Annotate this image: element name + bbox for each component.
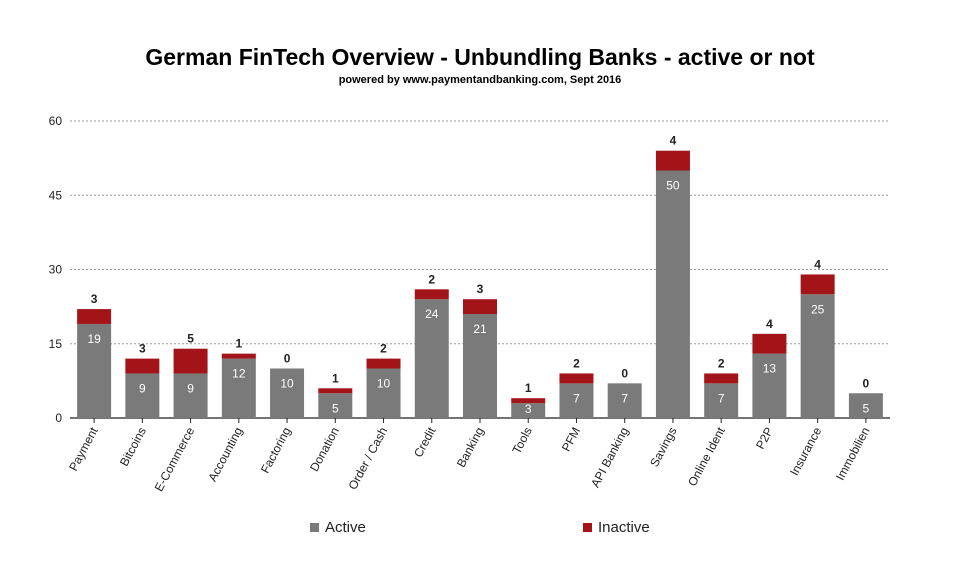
x-tick-label: Order / Cash [346, 425, 391, 492]
data-label-inactive: 1 [332, 371, 339, 385]
data-label-active: 3 [525, 402, 532, 416]
bar-inactive [655, 150, 690, 171]
data-label-inactive: 2 [428, 272, 435, 286]
x-tick-label: Credit [411, 424, 439, 459]
bar-active [511, 403, 546, 418]
x-tick-label: Factoring [258, 425, 294, 476]
bar-inactive [318, 388, 353, 394]
data-label-active: 21 [473, 322, 487, 336]
x-tick-label: E-Commerce [152, 425, 198, 494]
data-label-active: 50 [666, 179, 680, 193]
bar-active [848, 393, 883, 418]
data-label-active: 10 [280, 377, 294, 391]
x-tick-label: Online Ident [685, 424, 728, 488]
data-label-inactive: 4 [670, 134, 677, 148]
bar-active [800, 294, 835, 418]
y-tick-label: 45 [49, 188, 63, 202]
bar-inactive [559, 373, 594, 384]
bar-active [221, 358, 256, 418]
bar-inactive [77, 309, 112, 324]
x-tick-label: Payment [66, 424, 101, 473]
legend-label-inactive: Inactive [598, 519, 650, 536]
data-label-inactive: 5 [187, 332, 194, 346]
x-tick-label: Banking [454, 425, 487, 470]
data-label-active: 7 [718, 391, 725, 405]
data-label-active: 5 [863, 401, 870, 415]
chart-title: German FinTech Overview - Unbundling Ban… [145, 44, 815, 70]
data-label-inactive: 3 [91, 292, 98, 306]
x-tick-label: Tools [509, 425, 535, 456]
data-label-inactive: 1 [525, 381, 532, 395]
bar-inactive [366, 358, 401, 369]
bar-active [414, 299, 449, 418]
data-label-inactive: 4 [814, 257, 821, 271]
data-label-active: 9 [187, 381, 194, 395]
data-label-inactive: 0 [863, 376, 870, 390]
data-label-inactive: 3 [139, 342, 146, 356]
data-label-inactive: 0 [284, 352, 291, 366]
x-tick-label: Savings [647, 425, 679, 469]
bar-inactive [704, 373, 739, 384]
data-label-active: 7 [621, 391, 628, 405]
bar-active [704, 383, 739, 418]
data-label-active: 10 [377, 377, 391, 391]
data-label-active: 12 [232, 367, 246, 381]
x-tick-label: API Banking [588, 425, 631, 490]
data-label-inactive: 2 [573, 356, 580, 370]
legend-swatch-inactive [583, 523, 592, 532]
legend-swatch-active [310, 523, 319, 532]
data-label-active: 24 [425, 307, 439, 321]
x-tick-label: Insurance [787, 425, 824, 478]
legend-item-inactive: Inactive [583, 519, 650, 536]
data-label-inactive: 0 [621, 366, 628, 380]
bar-active [752, 353, 787, 418]
bar-inactive [511, 398, 546, 404]
bar-inactive [125, 358, 160, 374]
data-label-inactive: 3 [477, 282, 484, 296]
x-tick-label: Immobilien [833, 425, 873, 483]
bar-active [318, 393, 353, 418]
x-tick-label: Bitcoins [117, 425, 149, 469]
bar-inactive [173, 348, 208, 374]
data-label-active: 9 [139, 381, 146, 395]
x-tick-label: Donation [307, 425, 342, 474]
data-label-active: 13 [763, 362, 777, 376]
y-tick-label: 15 [49, 337, 63, 351]
bar-active [607, 383, 642, 418]
data-label-active: 5 [332, 401, 339, 415]
bar-active [655, 170, 690, 418]
data-label-active: 25 [811, 302, 825, 316]
bar-inactive [752, 333, 787, 354]
bar-active [125, 373, 160, 418]
y-tick-label: 0 [55, 411, 62, 425]
bar-active [366, 368, 401, 418]
bar-inactive [221, 353, 256, 359]
data-label-inactive: 2 [380, 342, 387, 356]
bar-active [77, 323, 112, 418]
bar-active [270, 368, 305, 418]
y-tick-label: 30 [49, 263, 63, 277]
data-label-active: 7 [573, 391, 580, 405]
bar-active [173, 373, 208, 418]
bar-active [463, 314, 497, 418]
legend-item-active: Active [310, 519, 366, 536]
data-label-inactive: 2 [718, 356, 725, 370]
bar-inactive [800, 274, 835, 295]
data-label-inactive: 1 [235, 337, 242, 351]
y-tick-label: 60 [49, 114, 63, 128]
data-label-active: 19 [87, 332, 101, 346]
bar-inactive [463, 299, 497, 315]
chart-subtitle: powered by www.paymentandbanking.com, Se… [338, 74, 622, 86]
bar-inactive [414, 289, 449, 300]
data-label-inactive: 4 [766, 317, 773, 331]
x-tick-label: PFM [559, 425, 583, 454]
legend-label-active: Active [325, 519, 366, 536]
x-tick-label: Accounting [205, 425, 245, 484]
bar-active [559, 383, 594, 418]
x-tick-label: P2P [753, 425, 776, 452]
